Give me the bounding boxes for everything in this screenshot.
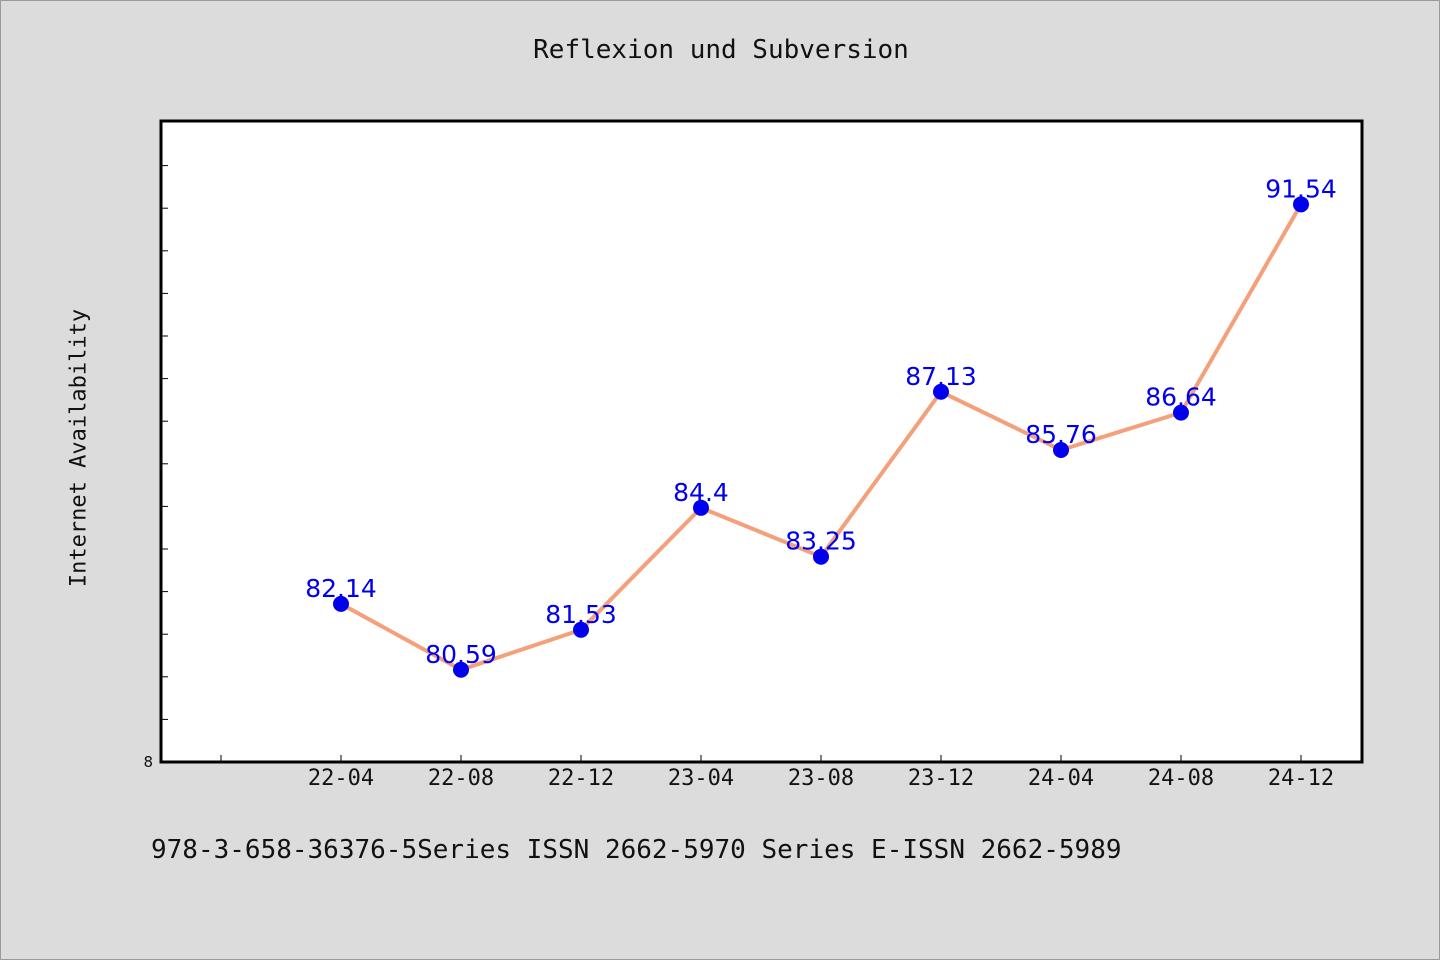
data-label: 84.4 <box>673 478 729 507</box>
y-min-tick-label: 8 <box>143 753 153 771</box>
data-point <box>573 621 589 638</box>
data-label: 81.53 <box>545 600 617 629</box>
y-axis-ticks <box>161 165 168 720</box>
x-tick-label: 22-12 <box>548 766 614 791</box>
data-label: 80.59 <box>425 640 497 669</box>
data-point <box>453 661 469 678</box>
data-label: 85.76 <box>1025 420 1097 449</box>
x-axis-ticks: 22-04 22-08 22-12 23-04 23-08 23-12 24-04 24-08… <box>220 755 1334 791</box>
data-point <box>693 499 709 516</box>
data-label: 87.13 <box>905 362 977 391</box>
plot-area <box>159 119 1364 764</box>
footer-isbn-text: 978-3-658-36376-5Series ISSN 2662-5970 S… <box>151 835 1122 865</box>
data-point <box>1173 404 1189 421</box>
x-tick-label: 23-12 <box>908 766 974 791</box>
x-tick-label: 24-04 <box>1028 766 1094 791</box>
x-tick-label: 22-08 <box>428 766 494 791</box>
data-point <box>333 595 349 612</box>
data-point <box>813 548 829 565</box>
data-point <box>933 383 949 400</box>
data-label: 83.25 <box>785 527 857 556</box>
data-label: 86.64 <box>1145 383 1217 412</box>
data-label: 91.54 <box>1265 174 1337 203</box>
data-point <box>1293 196 1309 213</box>
x-tick-label: 23-04 <box>668 766 734 791</box>
x-tick-label: 23-08 <box>788 766 854 791</box>
data-label: 82.14 <box>305 574 377 603</box>
chart-title: Reflexion und Subversion <box>533 35 909 65</box>
x-tick-label: 22-04 <box>308 766 374 791</box>
data-point <box>1053 442 1069 459</box>
series-layer: 82.14 80.59 81.53 84.4 83.25 87.13 85.76 86.64 9… <box>305 174 1337 678</box>
x-tick-label: 24-12 <box>1268 766 1334 791</box>
x-tick-label: 24-08 <box>1148 766 1214 791</box>
